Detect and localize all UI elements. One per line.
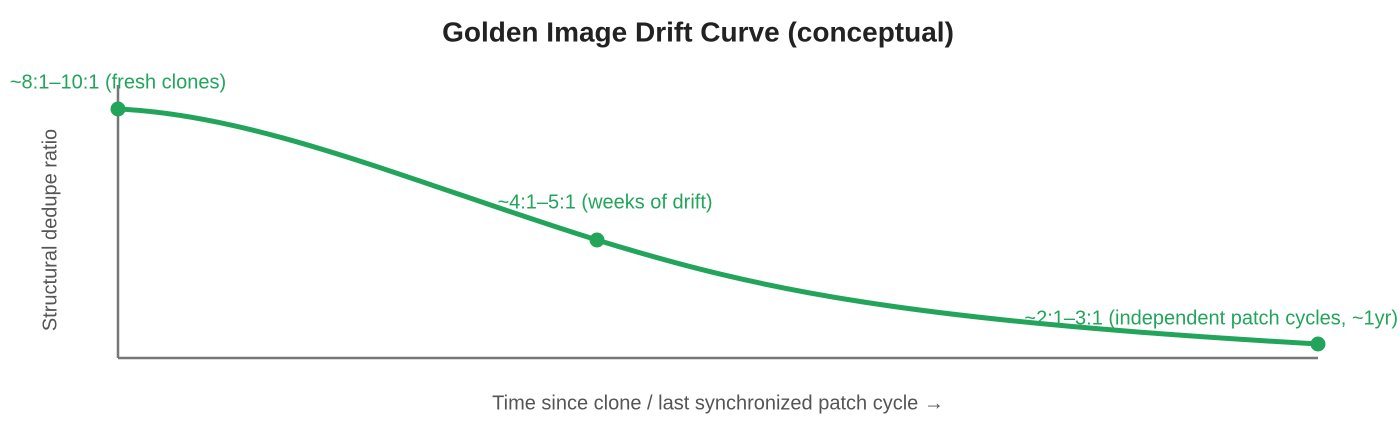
annotation: ~4:1–5:1 (weeks of drift): [497, 191, 712, 213]
chart-title: Golden Image Drift Curve (conceptual): [442, 16, 954, 47]
y-axis-label: Structural dedupe ratio: [39, 129, 61, 331]
annotation: ~8:1–10:1 (fresh clones): [10, 71, 226, 93]
point: [1310, 336, 1326, 352]
point: [589, 232, 605, 248]
drift-curve: [117, 106, 1319, 347]
annotation: ~2:1–3:1 (independent patch cycles, ~1yr…: [1024, 307, 1398, 329]
x-axis-label: Time since clone / last synchronized pat…: [492, 392, 944, 414]
point: [110, 101, 126, 117]
